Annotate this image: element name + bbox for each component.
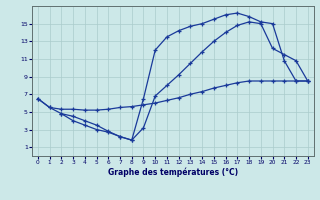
X-axis label: Graphe des températures (°C): Graphe des températures (°C) [108, 168, 238, 177]
